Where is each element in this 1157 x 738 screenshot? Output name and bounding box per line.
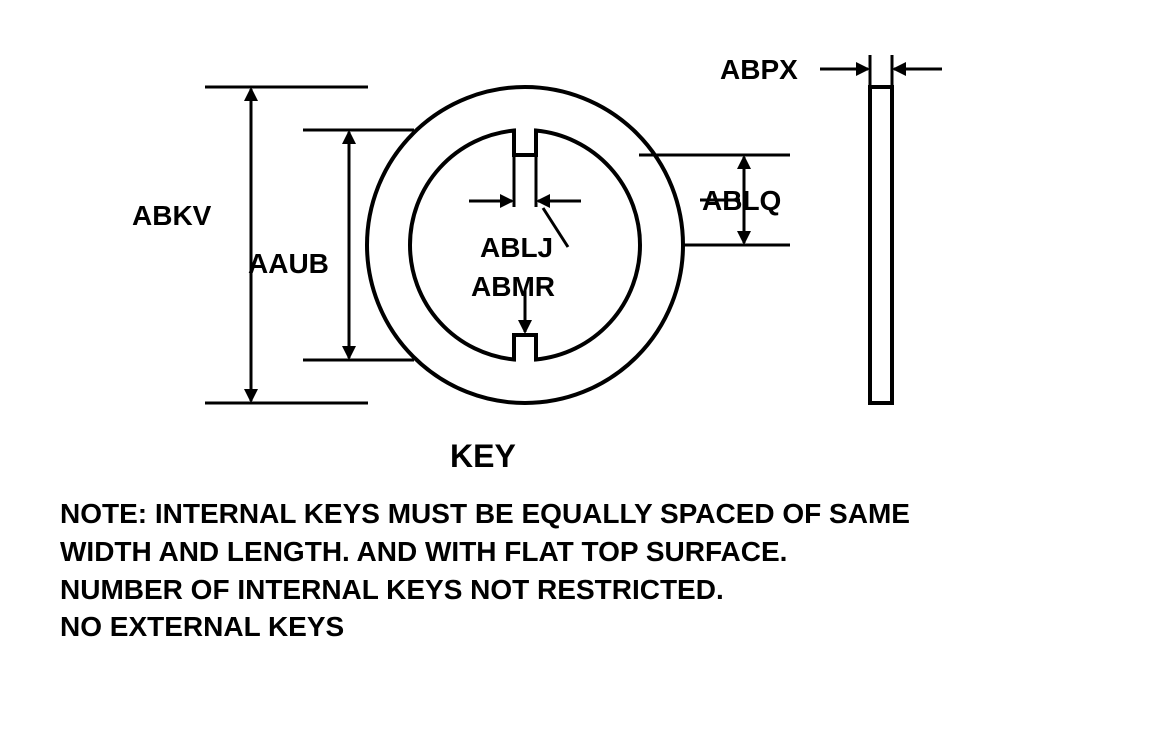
label-aaub: AAUB [248,248,329,280]
label-ablq: ABLQ [702,185,781,217]
label-abmr: ABMR [471,271,555,303]
note-line-3: NUMBER OF INTERNAL KEYS NOT RESTRICTED. [60,571,910,609]
label-ablj: ABLJ [480,232,553,264]
diagram-note: NOTE: INTERNAL KEYS MUST BE EQUALLY SPAC… [60,495,910,646]
note-line-1: NOTE: INTERNAL KEYS MUST BE EQUALLY SPAC… [60,495,910,533]
note-line-2: WIDTH AND LENGTH. AND WITH FLAT TOP SURF… [60,533,910,571]
label-abpx: ABPX [720,54,798,86]
label-abkv: ABKV [132,200,211,232]
note-line-4: NO EXTERNAL KEYS [60,608,910,646]
diagram-container: ABKV AAUB ABLJ ABMR ABLQ ABPX KEY NOTE: … [0,0,1157,738]
diagram-title: KEY [450,438,516,475]
